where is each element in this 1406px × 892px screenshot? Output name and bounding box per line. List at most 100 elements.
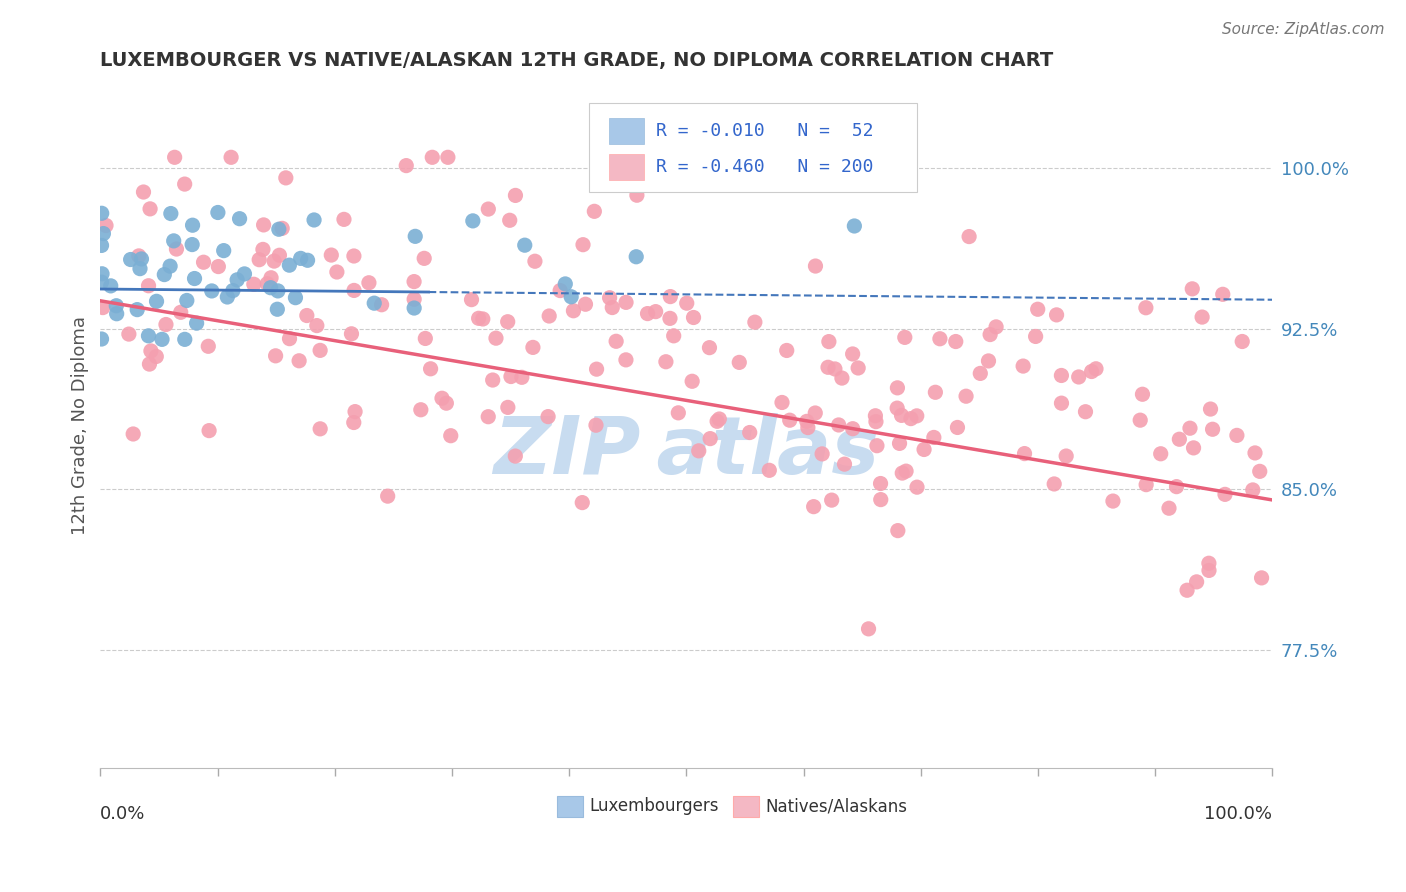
Point (562, 303, 585, 318)
Point (197, 339, 219, 353)
Point (1241, 483, 1264, 497)
Point (1185, 574, 1208, 589)
Point (979, 327, 1001, 342)
Point (138, 328, 160, 343)
Point (297, 253, 319, 268)
Point (267, 284, 290, 298)
Point (682, 310, 704, 325)
Point (675, 296, 697, 310)
Point (688, 443, 710, 458)
Point (252, 243, 274, 257)
Point (887, 524, 910, 538)
Point (269, 248, 291, 262)
Point (1014, 447, 1036, 461)
Point (278, 258, 301, 272)
Point (846, 361, 869, 376)
Point (699, 432, 721, 446)
Point (343, 284, 366, 298)
Point (333, 212, 356, 227)
Point (207, 260, 229, 274)
Point (252, 218, 274, 232)
Point (1198, 563, 1220, 577)
Point (1166, 480, 1188, 494)
Point (485, 331, 508, 345)
Point (271, 221, 294, 235)
Point (984, 319, 1007, 334)
Point (415, 331, 437, 345)
Point (1213, 487, 1236, 501)
Point (1043, 477, 1066, 491)
Bar (609, 154, 644, 180)
Bar (734, 797, 759, 817)
Point (118, 327, 141, 342)
Point (796, 414, 818, 428)
Point (145, 294, 167, 309)
Point (1067, 370, 1090, 384)
Point (217, 290, 239, 304)
Point (1150, 447, 1173, 461)
Point (522, 340, 544, 354)
Point (585, 418, 607, 433)
Point (145, 350, 167, 364)
Point (278, 332, 301, 346)
Point (266, 302, 288, 317)
Point (1175, 583, 1198, 598)
Point (120, 252, 142, 267)
Point (496, 401, 519, 415)
Point (894, 330, 917, 344)
Point (1050, 368, 1073, 383)
Point (264, 349, 287, 363)
Point (817, 360, 839, 375)
Point (340, 326, 363, 341)
Point (395, 159, 418, 173)
Point (891, 466, 914, 480)
Point (1045, 308, 1067, 322)
Point (804, 259, 827, 273)
Point (1199, 402, 1222, 417)
Point (758, 463, 780, 477)
Point (176, 293, 198, 308)
Point (128, 249, 150, 263)
Point (321, 248, 343, 262)
Point (173, 332, 195, 346)
Point (803, 500, 825, 514)
Point (477, 202, 499, 216)
Point (434, 396, 457, 410)
Point (413, 252, 436, 266)
Point (94, 219, 117, 233)
Point (866, 439, 889, 453)
Point (709, 412, 731, 426)
Point (894, 464, 917, 478)
Point (1135, 477, 1157, 491)
Point (198, 424, 221, 438)
Point (91, 301, 114, 315)
Point (127, 302, 149, 317)
Point (1102, 494, 1125, 508)
Point (626, 188, 648, 202)
Point (1025, 329, 1047, 343)
Point (1012, 359, 1035, 373)
Point (1232, 334, 1254, 349)
Point (572, 237, 595, 252)
Point (858, 622, 880, 636)
Point (166, 242, 188, 256)
Point (1244, 446, 1267, 460)
Point (1191, 310, 1213, 324)
Point (659, 311, 682, 326)
Point (614, 352, 637, 367)
Point (886, 401, 908, 416)
Bar (558, 797, 583, 817)
Point (869, 492, 891, 507)
Point (600, 301, 623, 315)
Point (865, 415, 887, 429)
Point (219, 150, 242, 164)
Point (928, 332, 950, 346)
Point (585, 362, 607, 376)
Text: R = -0.010   N =  52: R = -0.010 N = 52 (657, 122, 873, 140)
Point (922, 430, 945, 444)
Point (1168, 432, 1191, 446)
Point (728, 355, 751, 369)
Point (666, 406, 689, 420)
Point (409, 402, 432, 417)
Point (212, 244, 235, 258)
